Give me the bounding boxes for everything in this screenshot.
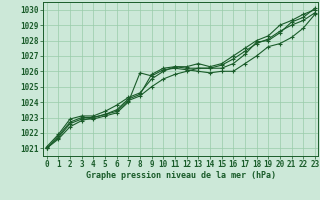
X-axis label: Graphe pression niveau de la mer (hPa): Graphe pression niveau de la mer (hPa) — [86, 171, 276, 180]
